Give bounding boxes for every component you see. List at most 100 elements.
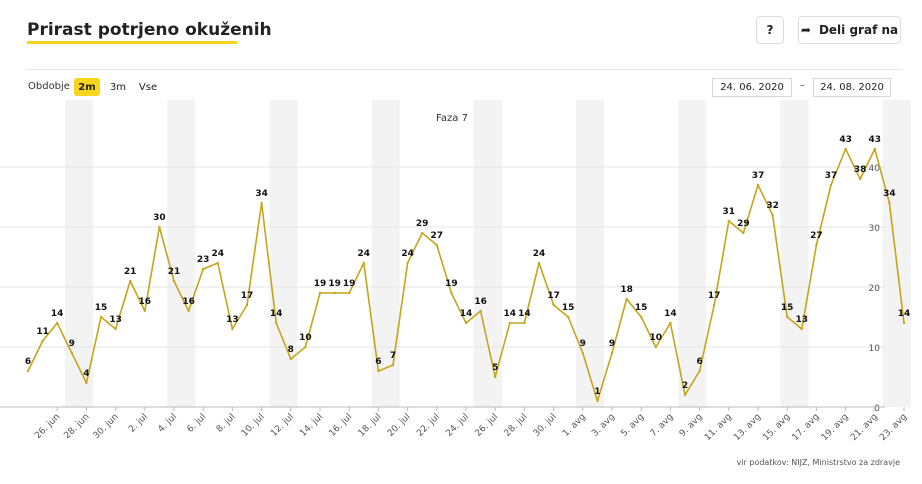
data-point bbox=[537, 261, 541, 265]
data-label: 21 bbox=[124, 267, 137, 277]
data-label: 6 bbox=[25, 357, 31, 367]
weekend-band bbox=[473, 100, 502, 407]
y-tick-label: 30 bbox=[869, 224, 881, 234]
data-point bbox=[800, 327, 803, 331]
x-tick-label: 7. avg bbox=[649, 412, 676, 439]
data-label: 13 bbox=[226, 315, 239, 325]
x-tick-label: 1. avg bbox=[561, 412, 588, 439]
weekend-band bbox=[780, 100, 809, 407]
data-point bbox=[245, 303, 249, 307]
data-label: 14 bbox=[664, 309, 677, 319]
data-point bbox=[99, 315, 103, 319]
title-underline bbox=[27, 41, 237, 44]
x-tick-label: 14. jul bbox=[298, 412, 325, 439]
data-point bbox=[508, 321, 511, 325]
x-tick-label: 26. jun bbox=[33, 412, 62, 441]
data-point bbox=[523, 321, 526, 325]
data-point bbox=[610, 351, 614, 355]
data-label: 2 bbox=[682, 381, 688, 391]
share-button[interactable]: ➦ Deli graf na bbox=[798, 16, 901, 44]
data-label: 30 bbox=[153, 213, 166, 223]
y-tick-label: 10 bbox=[869, 344, 881, 354]
data-label: 14 bbox=[460, 309, 473, 319]
x-tick-label: 2. jul bbox=[127, 412, 150, 435]
data-point bbox=[275, 321, 278, 325]
date-separator: – bbox=[800, 80, 805, 91]
data-point bbox=[289, 357, 292, 361]
data-label: 29 bbox=[416, 219, 429, 229]
data-label: 17 bbox=[708, 291, 721, 301]
period-all-button[interactable]: Vse bbox=[138, 81, 158, 93]
data-point bbox=[202, 267, 205, 271]
data-point bbox=[654, 345, 657, 349]
data-point bbox=[494, 375, 497, 379]
data-point bbox=[742, 231, 745, 235]
data-point bbox=[844, 147, 847, 151]
x-tick-label: 22. jul bbox=[415, 412, 442, 439]
y-tick-label: 0 bbox=[874, 404, 880, 414]
data-point bbox=[377, 369, 380, 373]
data-point bbox=[625, 297, 628, 301]
data-label: 27 bbox=[431, 231, 444, 241]
data-point bbox=[713, 303, 716, 307]
period-2m-button[interactable]: 2m bbox=[74, 78, 100, 96]
data-label: 14 bbox=[898, 309, 911, 319]
data-label: 14 bbox=[270, 309, 283, 319]
data-label: 24 bbox=[401, 249, 414, 259]
x-tick-label: 17. avg bbox=[791, 412, 822, 443]
data-point bbox=[859, 177, 862, 181]
data-label: 37 bbox=[752, 171, 765, 181]
weekend-band bbox=[678, 100, 707, 407]
data-label: 1 bbox=[594, 387, 600, 397]
data-label: 9 bbox=[609, 339, 615, 349]
data-label: 19 bbox=[343, 279, 356, 289]
data-label: 43 bbox=[839, 135, 852, 145]
data-point bbox=[348, 291, 351, 295]
weekend-band bbox=[65, 100, 94, 407]
x-tick-label: 15. avg bbox=[761, 412, 792, 443]
data-label: 15 bbox=[635, 303, 648, 313]
data-point bbox=[158, 225, 161, 229]
x-tick-label: 26. jul bbox=[474, 412, 501, 439]
data-label: 8 bbox=[288, 345, 294, 355]
period-3m-button[interactable]: 3m bbox=[109, 81, 127, 93]
date-to-input[interactable]: 24. 08. 2020 bbox=[813, 78, 891, 97]
weekend-band bbox=[576, 100, 605, 407]
period-label: Obdobje bbox=[28, 81, 70, 92]
data-label: 17 bbox=[547, 291, 560, 301]
data-point bbox=[727, 219, 730, 223]
data-point bbox=[114, 327, 117, 331]
data-point bbox=[333, 291, 336, 295]
weekend-band bbox=[269, 100, 298, 407]
date-from-input[interactable]: 24. 06. 2020 bbox=[712, 78, 792, 97]
data-label: 18 bbox=[620, 285, 633, 295]
data-label: 6 bbox=[375, 357, 381, 367]
data-point bbox=[391, 363, 395, 367]
data-label: 38 bbox=[854, 165, 867, 175]
x-tick-label: 30. jun bbox=[92, 412, 121, 441]
data-point bbox=[304, 345, 307, 349]
data-point bbox=[26, 369, 30, 373]
weekend-band bbox=[167, 100, 196, 407]
data-label: 24 bbox=[212, 249, 225, 259]
data-label: 7 bbox=[390, 351, 396, 361]
help-button[interactable]: ? bbox=[756, 16, 784, 44]
data-point bbox=[596, 399, 599, 403]
data-point bbox=[362, 261, 365, 265]
data-point bbox=[70, 351, 74, 355]
data-label: 29 bbox=[737, 219, 750, 229]
data-point bbox=[216, 261, 219, 265]
data-label: 23 bbox=[197, 255, 210, 265]
data-point bbox=[698, 369, 701, 373]
data-label: 16 bbox=[474, 297, 487, 307]
x-tick-label: 5. avg bbox=[619, 412, 646, 439]
x-tick-label: 6. jul bbox=[186, 412, 209, 435]
data-label: 31 bbox=[723, 207, 736, 217]
data-label: 24 bbox=[358, 249, 371, 259]
data-point bbox=[815, 243, 818, 247]
data-label: 13 bbox=[796, 315, 809, 325]
x-tick-label: 23. avg bbox=[878, 412, 909, 443]
series-line bbox=[27, 148, 905, 402]
data-point bbox=[260, 201, 263, 205]
data-label: 15 bbox=[95, 303, 108, 313]
